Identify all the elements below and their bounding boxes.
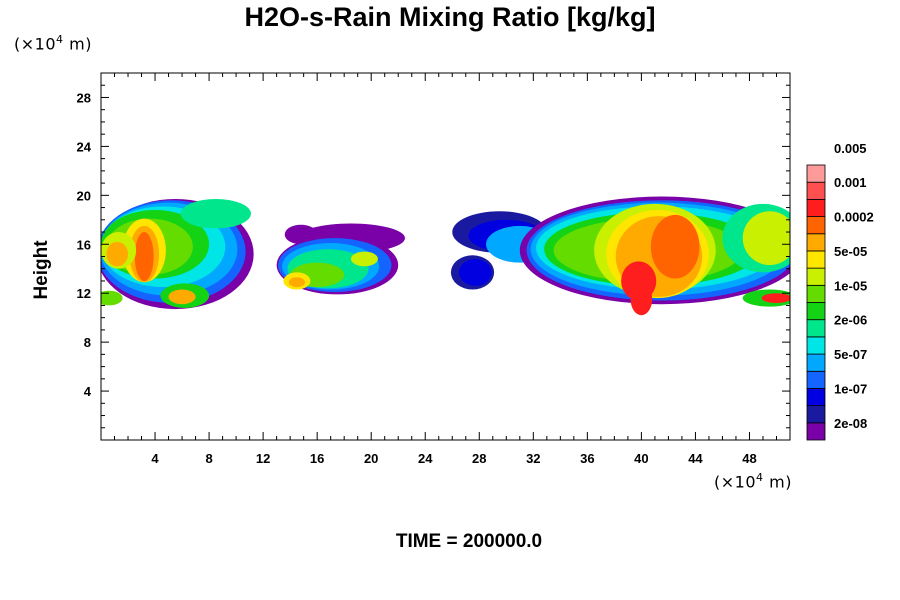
legend-swatch xyxy=(806,302,826,321)
x-tick-label: 32 xyxy=(526,451,540,466)
legend-swatch xyxy=(806,164,826,183)
legend-label: 2e-06 xyxy=(834,313,867,328)
y-axis-unit: (×104 m) xyxy=(14,33,92,54)
left-lower-edge xyxy=(101,290,123,306)
legend-swatch xyxy=(806,284,826,303)
legend-label: 5e-07 xyxy=(834,347,867,362)
x-tick-label: 44 xyxy=(688,451,703,466)
x-tick-label: 16 xyxy=(310,451,324,466)
right-core-dorange xyxy=(650,214,700,279)
x-tick-label: 8 xyxy=(205,451,212,466)
y-tick-label: 24 xyxy=(77,139,92,154)
x-tick-label: 40 xyxy=(634,451,648,466)
legend-swatch xyxy=(806,370,826,389)
legend-swatch xyxy=(806,388,826,407)
x-tick-label: 12 xyxy=(256,451,270,466)
y-tick-label: 20 xyxy=(77,188,91,203)
chart-title: H2O-s-Rain Mixing Ratio [kg/kg] xyxy=(244,2,656,32)
legend-swatch xyxy=(806,198,826,217)
center-right-cell xyxy=(350,251,378,267)
legend-label: 0.0002 xyxy=(834,210,874,225)
y-tick-label: 16 xyxy=(77,237,91,252)
legend-swatch xyxy=(806,319,826,338)
y-tick-label: 8 xyxy=(84,335,91,350)
x-axis-unit: (×104 m) xyxy=(714,471,792,492)
legend-swatch xyxy=(806,336,826,355)
right-left-bubble xyxy=(459,258,492,286)
legend-label: 0.001 xyxy=(834,175,867,190)
x-tick-label: 36 xyxy=(580,451,594,466)
legend-swatch xyxy=(806,233,826,252)
y-tick-label: 28 xyxy=(77,90,91,105)
legend-swatch xyxy=(806,267,826,286)
legend-swatch xyxy=(806,422,826,441)
x-tick-label: 28 xyxy=(472,451,486,466)
left-lower-core xyxy=(168,289,196,305)
right-edge-core xyxy=(742,211,790,266)
x-tick-label: 24 xyxy=(418,451,433,466)
legend-label: 2e-08 xyxy=(834,416,867,431)
legend-swatch xyxy=(806,181,826,200)
time-label: TIME = 200000.0 xyxy=(395,531,543,552)
legend-swatch xyxy=(806,405,826,424)
legend-swatch xyxy=(806,250,826,269)
x-tick-label: 48 xyxy=(742,451,756,466)
legend-swatch xyxy=(806,353,826,372)
x-tick-label: 20 xyxy=(364,451,378,466)
legend-label: 1e-05 xyxy=(834,278,867,293)
legend-label: 0.005 xyxy=(834,141,867,156)
right-core-red-lower xyxy=(630,283,653,316)
legend-label: 1e-07 xyxy=(834,381,867,396)
center-core-orange xyxy=(288,277,305,288)
legend-label: 5e-05 xyxy=(834,244,867,259)
left-core-dorange xyxy=(134,232,154,281)
y-tick-label: 4 xyxy=(84,384,92,399)
legend-swatch xyxy=(806,216,826,235)
left-edge-orange xyxy=(106,241,129,267)
x-tick-label: 4 xyxy=(151,451,159,466)
left-cloud-top xyxy=(180,199,251,229)
y-tick-label: 12 xyxy=(77,286,91,301)
right-lower-red xyxy=(761,293,790,303)
